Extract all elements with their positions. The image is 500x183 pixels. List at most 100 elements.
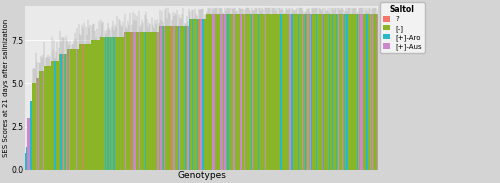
Bar (158, 31, 159, 170)
Bar (185, 26, 186, 170)
Bar (28, 118, 30, 170)
Bar (70, 49, 71, 170)
Bar (57, 61, 58, 170)
Bar (90, 44, 91, 170)
Bar (328, 14, 330, 170)
Bar (132, 31, 134, 170)
Bar (156, 31, 157, 170)
Bar (203, 19, 204, 170)
Bar (191, 19, 192, 170)
Bar (330, 14, 331, 170)
Bar (357, 14, 358, 170)
Bar (170, 26, 171, 170)
Bar (292, 14, 294, 170)
Bar (311, 14, 312, 170)
Bar (230, 14, 231, 170)
Bar (294, 14, 296, 170)
Bar (348, 14, 350, 170)
Bar (154, 31, 156, 170)
Bar (282, 14, 283, 170)
Bar (54, 61, 56, 170)
Bar (40, 71, 42, 170)
Bar (250, 14, 251, 170)
Bar (358, 14, 360, 170)
Bar (165, 26, 166, 170)
Legend: ?, [-], [+]-Aro, [+]-Aus: ?, [-], [+]-Aro, [+]-Aus (380, 2, 424, 53)
Bar (338, 14, 340, 170)
Bar (39, 71, 40, 170)
Bar (118, 37, 119, 170)
Bar (65, 54, 66, 170)
Bar (218, 14, 219, 170)
Bar (164, 26, 165, 170)
Bar (268, 14, 270, 170)
Bar (34, 83, 35, 170)
Bar (150, 31, 151, 170)
Bar (171, 26, 172, 170)
Bar (262, 14, 263, 170)
Bar (324, 14, 325, 170)
Bar (248, 14, 250, 170)
Bar (26, 147, 28, 170)
Bar (180, 26, 182, 170)
Bar (56, 61, 57, 170)
Bar (280, 14, 281, 170)
Bar (120, 37, 122, 170)
Bar (183, 26, 184, 170)
Bar (274, 14, 276, 170)
Bar (106, 37, 108, 170)
Bar (245, 14, 246, 170)
Bar (162, 26, 163, 170)
Bar (116, 37, 117, 170)
Bar (238, 14, 239, 170)
Bar (58, 61, 59, 170)
Bar (316, 14, 317, 170)
Y-axis label: SES Scores at 21 days after salinization: SES Scores at 21 days after salinization (3, 19, 9, 157)
Bar (360, 14, 362, 170)
Bar (228, 14, 230, 170)
Bar (314, 14, 316, 170)
Bar (323, 14, 324, 170)
Bar (182, 26, 183, 170)
Bar (317, 14, 318, 170)
Bar (174, 26, 176, 170)
Bar (119, 37, 120, 170)
Bar (37, 78, 38, 170)
Bar (179, 26, 180, 170)
Bar (303, 14, 304, 170)
Bar (308, 14, 310, 170)
Bar (225, 14, 226, 170)
Bar (270, 14, 271, 170)
Bar (52, 61, 54, 170)
Bar (291, 14, 292, 170)
Bar (36, 78, 37, 170)
Bar (77, 49, 78, 170)
Bar (92, 40, 94, 170)
Bar (306, 14, 308, 170)
Bar (342, 14, 343, 170)
Bar (157, 31, 158, 170)
Bar (264, 14, 265, 170)
Bar (211, 14, 212, 170)
Bar (297, 14, 298, 170)
Bar (243, 14, 244, 170)
Bar (151, 31, 152, 170)
Bar (285, 14, 286, 170)
Bar (222, 14, 223, 170)
Bar (66, 54, 68, 170)
Bar (30, 101, 31, 170)
Bar (302, 14, 303, 170)
Bar (198, 19, 199, 170)
Bar (336, 14, 337, 170)
Bar (223, 14, 224, 170)
Bar (104, 37, 105, 170)
Bar (217, 14, 218, 170)
Bar (152, 31, 154, 170)
Bar (240, 14, 242, 170)
Bar (100, 37, 102, 170)
Bar (126, 31, 128, 170)
Bar (331, 14, 332, 170)
Bar (72, 49, 74, 170)
Bar (362, 14, 363, 170)
Bar (366, 14, 368, 170)
